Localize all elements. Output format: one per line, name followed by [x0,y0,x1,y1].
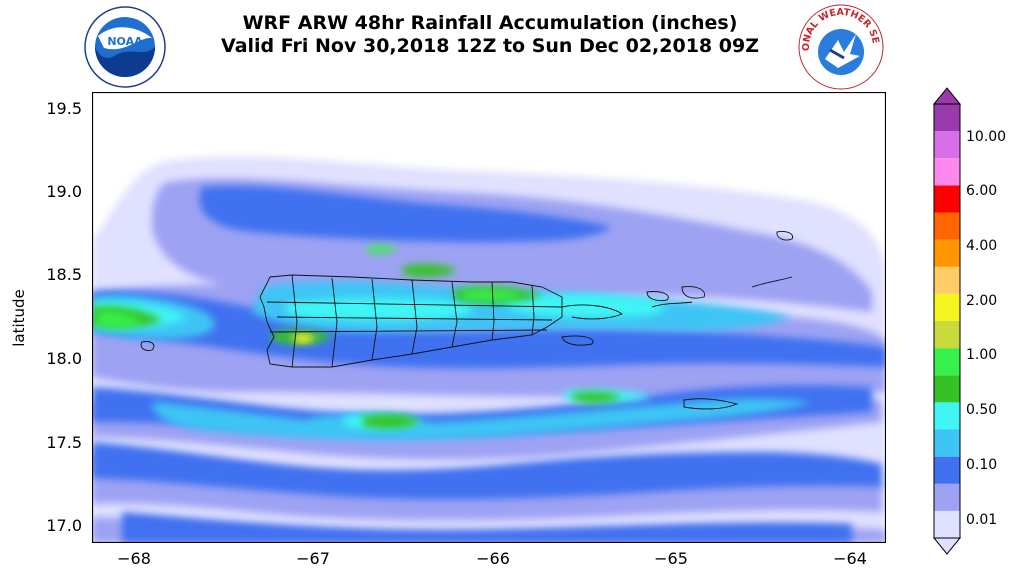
colorbar-label-10: 10.00 [966,129,1007,145]
y-tick-18.0: 18.0 [46,349,82,368]
colorbar-swatch-4.00 [934,239,960,267]
colorbar-swatch-8.00 [934,158,960,186]
colorbar-swatch-0.01 [934,510,960,538]
colorbar-swatch-0.50 [934,402,960,430]
rainfall-map [91,91,887,544]
y-tick-19.0: 19.0 [46,182,82,201]
coastline-outlines [140,231,794,410]
colorbar-swatch-0.75 [934,375,960,403]
colorbar-swatch-3.00 [934,266,960,294]
colorbar [930,86,970,556]
colorbar-swatch-1.50 [934,321,960,349]
colorbar-label-2: 2.00 [966,293,998,309]
y-tick-18.5: 18.5 [46,265,82,284]
colorbar-swatch-15.00 [934,104,960,132]
colorbar-swatch-0.25 [934,429,960,457]
colorbar-label-4: 4.00 [966,238,998,254]
colorbar-label-0.1: 0.10 [966,457,998,473]
colorbar-swatch-10.00 [934,131,960,159]
svg-text:NOAA: NOAA [107,35,143,48]
colorbar-swatch-2.00 [934,293,960,321]
colorbar-max-extend [932,87,962,105]
colorbar-border [933,103,961,539]
y-tick-19.5: 19.5 [46,99,82,118]
x-tick-65: −65 [654,549,688,568]
colorbar-label-0.01: 0.01 [966,512,998,528]
y-tick-17.5: 17.5 [46,433,82,452]
nws-logo: NATIONAL WEATHER SERVICE [794,0,884,90]
noaa-logo: NOAA [84,6,166,88]
colorbar-swatch-5.00 [934,212,960,240]
title-line-2: Valid Fri Nov 30,2018 12Z to Sun Dec 02,… [221,35,759,57]
x-tick-67: −67 [296,549,330,568]
chart-title: WRF ARW 48hr Rainfall Accumulation (inch… [170,12,810,58]
colorbar-swatch-6.00 [934,185,960,213]
colorbar-min-extend [932,537,962,555]
colorbar-label-6: 6.00 [966,183,998,199]
colorbar-swatch-0.05 [934,483,960,511]
colorbar-label-0.5: 0.50 [966,402,998,418]
colorbar-label-1: 1.00 [966,347,998,363]
rainfall-contours [92,156,886,543]
title-line-1: WRF ARW 48hr Rainfall Accumulation (inch… [242,12,738,34]
x-tick-64: −64 [833,549,867,568]
colorbar-swatch-1.00 [934,348,960,376]
y-tick-17.0: 17.0 [46,516,82,535]
x-tick-68: −68 [117,549,151,568]
colorbar-swatch-0.10 [934,456,960,484]
x-tick-66: −66 [476,549,510,568]
